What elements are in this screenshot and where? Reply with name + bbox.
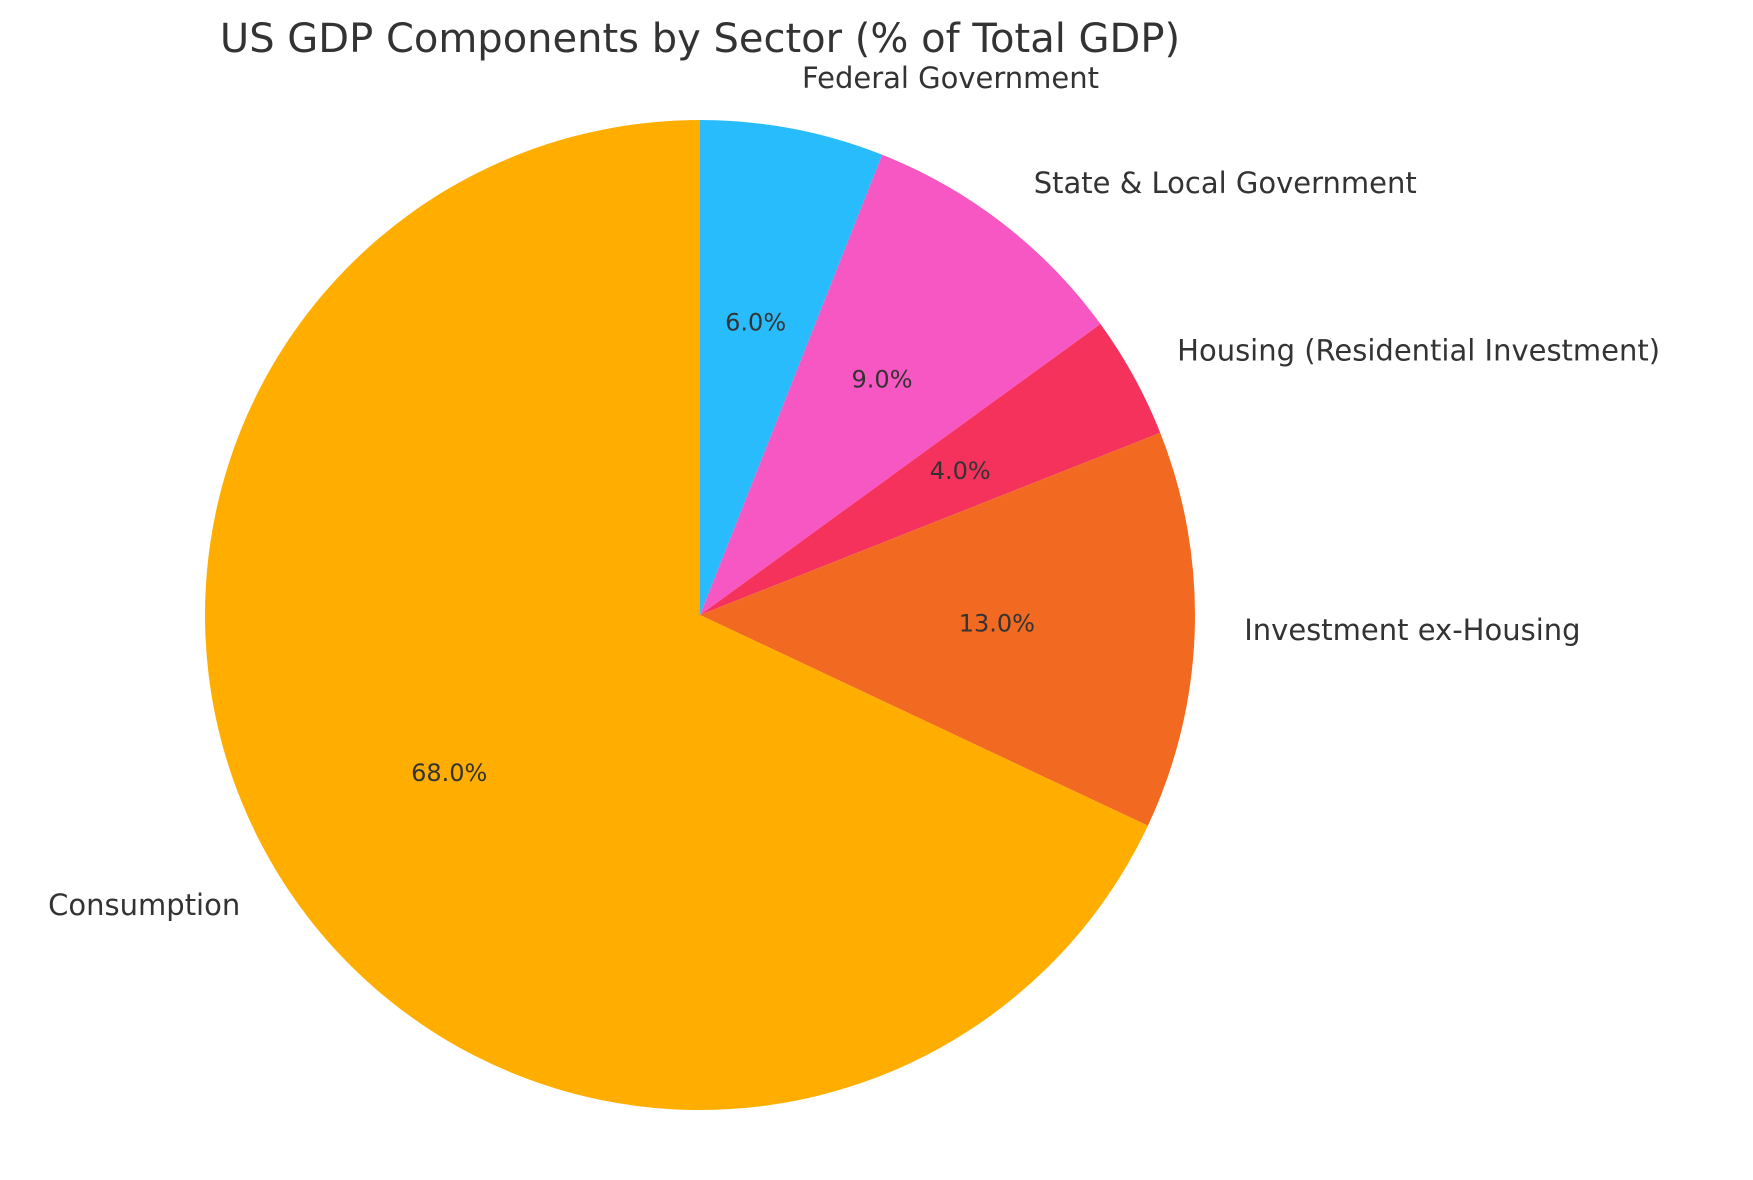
- slice-label-federal-government: Federal Government: [802, 61, 1099, 95]
- slice-label-state-local-government: State & Local Government: [1034, 166, 1417, 200]
- pie-slice-consumption: [205, 120, 1148, 1110]
- slice-label-investment-ex-housing: Investment ex-Housing: [1244, 613, 1580, 647]
- slice-pct-housing-residential-investment: 4.0%: [930, 457, 991, 485]
- slice-pct-investment-ex-housing: 13.0%: [959, 609, 1035, 637]
- slice-label-consumption: Consumption: [48, 888, 240, 922]
- pie-slices: [205, 120, 1195, 1110]
- pie-slice-investment-ex-housing: [700, 432, 1195, 826]
- pie-labels: Federal Government 6.0% State & Local Gove…: [48, 61, 1660, 922]
- slice-pct-state-local-government: 9.0%: [852, 365, 913, 393]
- slice-pct-consumption: 68.0%: [411, 759, 487, 787]
- pie-slice-housing-residential-investment: [700, 324, 1161, 615]
- chart-title: US GDP Components by Sector (% of Total …: [220, 16, 1180, 62]
- slice-label-housing-residential-investment: Housing (Residential Investment): [1177, 334, 1660, 368]
- pie-slice-federal-government: [700, 120, 883, 615]
- pie-slice-state-local-government: [700, 154, 1101, 616]
- slice-pct-federal-government: 6.0%: [725, 308, 786, 336]
